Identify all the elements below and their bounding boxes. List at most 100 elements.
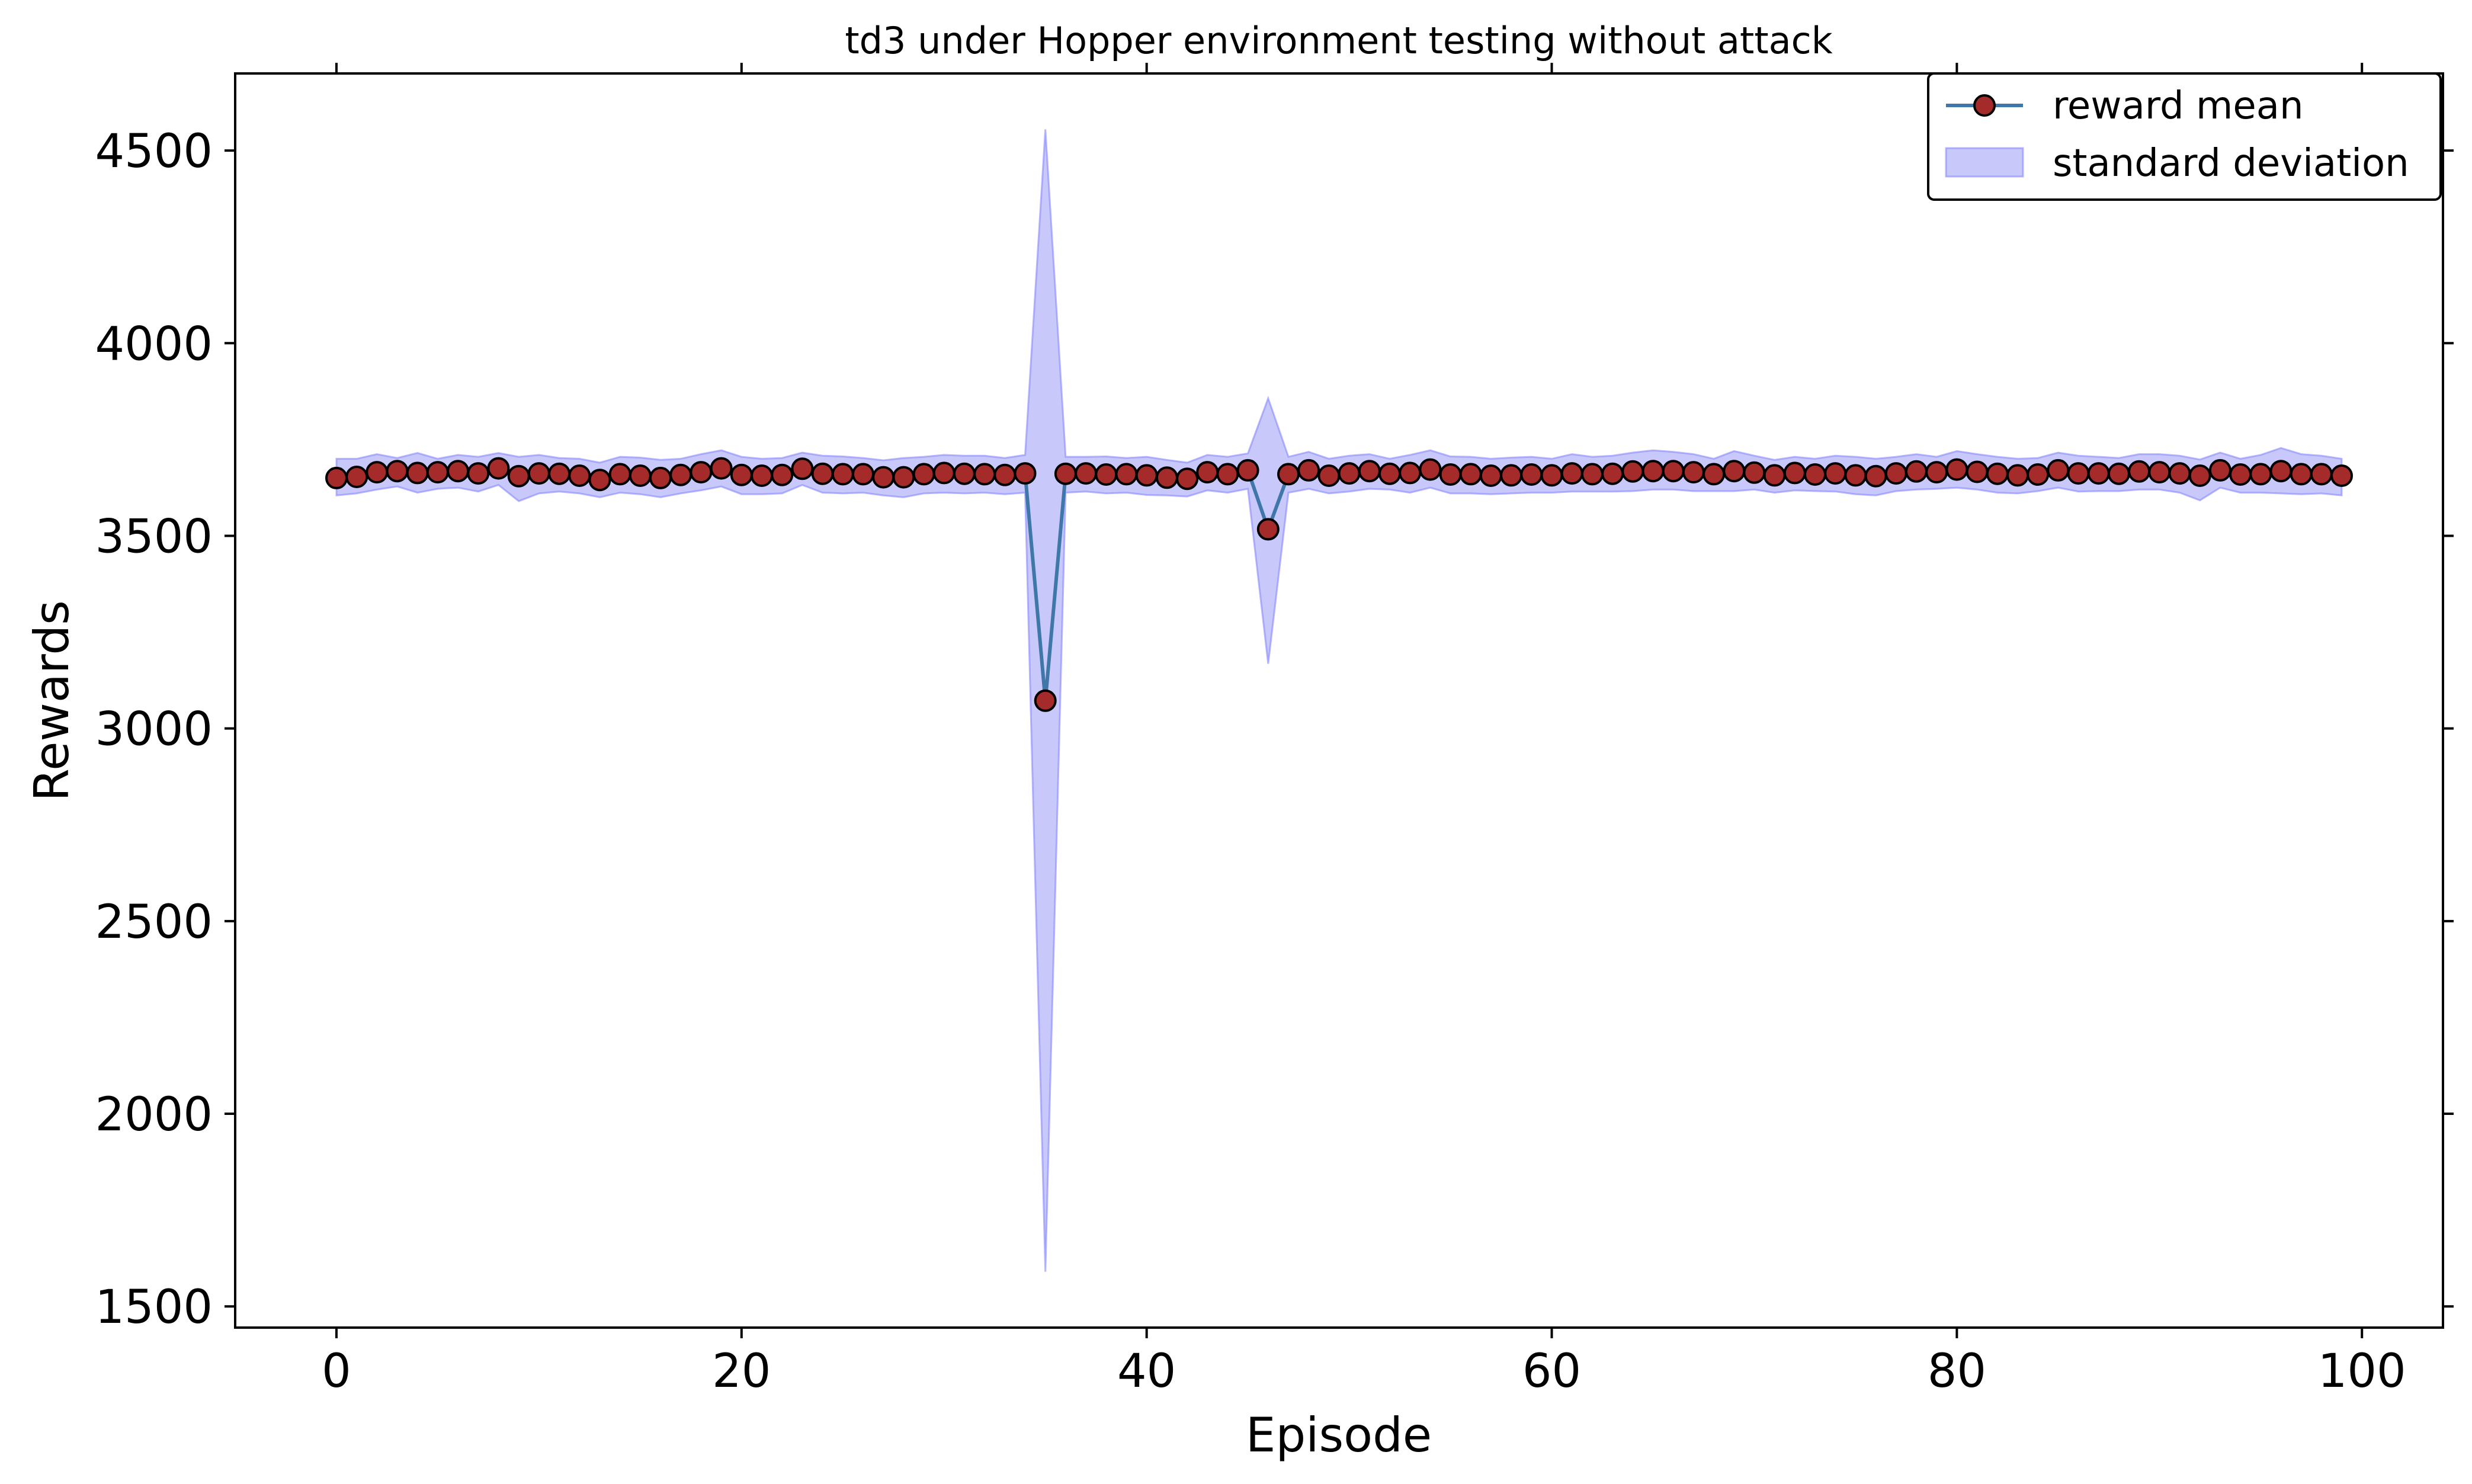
x-tick-label: 60 <box>1522 1345 1581 1398</box>
data-point <box>629 464 652 487</box>
data-point <box>1459 463 1482 486</box>
data-point <box>791 457 814 480</box>
x-tick-label: 0 <box>322 1345 351 1398</box>
data-point <box>953 462 976 485</box>
data-point <box>2067 462 2090 485</box>
data-point <box>1723 460 1746 483</box>
x-tick-label: 100 <box>2318 1345 2406 1398</box>
data-point <box>1783 461 1806 485</box>
x-axis-label: Episode <box>1246 1408 1432 1463</box>
data-point <box>1945 458 1968 481</box>
data-point <box>2269 460 2293 483</box>
data-point <box>2128 460 2151 483</box>
data-point <box>548 462 571 485</box>
data-point <box>2310 463 2333 486</box>
data-point <box>1236 459 1259 482</box>
legend-label-standard-deviation: standard deviation <box>2053 142 2409 185</box>
x-tick-label: 80 <box>1928 1345 1986 1398</box>
data-point <box>1095 463 1118 486</box>
data-point <box>608 463 631 486</box>
data-point <box>1338 462 1361 485</box>
data-point <box>1256 518 1280 541</box>
data-point <box>649 466 672 489</box>
data-point <box>2330 464 2353 487</box>
data-point <box>588 469 611 492</box>
data-point <box>771 463 794 486</box>
data-point <box>1419 458 1442 481</box>
data-point <box>568 464 591 487</box>
data-point <box>912 463 935 486</box>
legend-box <box>1927 72 2442 201</box>
y-tick-label: 3500 <box>95 510 213 563</box>
data-point <box>447 460 470 483</box>
data-point <box>1884 462 1907 485</box>
data-point <box>2107 462 2130 485</box>
y-tick-label: 2500 <box>95 896 213 949</box>
data-point <box>1864 464 1887 488</box>
data-point <box>1763 464 1786 487</box>
data-point <box>1115 463 1138 486</box>
marker-layer <box>325 457 2353 712</box>
data-point <box>1135 464 1158 487</box>
data-point <box>406 461 429 485</box>
data-point <box>426 461 449 484</box>
y-tick-label: 4500 <box>95 125 213 178</box>
data-point <box>527 462 550 485</box>
data-point <box>2229 463 2252 486</box>
data-point <box>1358 460 1381 483</box>
data-point <box>2027 463 2050 486</box>
y-axis-label: Rewards <box>24 600 79 802</box>
data-point <box>2290 463 2313 486</box>
std-band <box>335 129 2343 1272</box>
data-point <box>831 463 854 486</box>
legend-band-swatch <box>1945 147 2024 178</box>
data-point <box>1580 463 1604 486</box>
data-point <box>2249 463 2272 486</box>
data-point <box>751 464 773 487</box>
data-point <box>1277 463 1300 486</box>
data-point <box>1682 461 1705 484</box>
data-point <box>1155 466 1178 489</box>
data-point <box>1399 461 1422 485</box>
data-point <box>507 464 530 488</box>
data-point <box>1075 462 1098 485</box>
data-point <box>1804 463 1826 486</box>
x-tick-label: 20 <box>712 1345 771 1398</box>
data-point <box>2208 459 2231 482</box>
data-point <box>669 463 692 486</box>
chart-title: td3 under Hopper environment testing wit… <box>845 19 1832 62</box>
data-point <box>1317 464 1341 487</box>
y-tick-label: 2000 <box>95 1088 213 1142</box>
data-point <box>710 457 733 480</box>
data-point <box>386 460 409 483</box>
data-point <box>1520 463 1543 486</box>
data-point <box>1986 462 2009 485</box>
data-point <box>1216 463 1239 486</box>
legend-marker-swatch <box>1973 94 1996 117</box>
data-point <box>1560 462 1583 485</box>
data-point <box>325 466 348 489</box>
data-point <box>993 463 1017 486</box>
y-tick-label: 1500 <box>95 1281 213 1334</box>
x-axis-ticks: 0 20 40 60 80 100 <box>322 63 2406 1398</box>
data-point <box>730 463 753 486</box>
data-point <box>1176 467 1199 491</box>
legend-label-reward-mean: reward mean <box>2053 84 2304 128</box>
data-point <box>1297 459 1320 482</box>
data-point <box>892 466 915 489</box>
data-point <box>2148 461 2171 484</box>
data-point <box>1966 460 1989 483</box>
data-point <box>1905 460 1928 483</box>
data-point <box>1479 464 1502 487</box>
y-tick-label: 3000 <box>95 703 213 757</box>
data-point <box>1054 462 1077 485</box>
data-point <box>1500 464 1523 487</box>
y-axis-ticks: 1500 2000 2500 3000 3500 4000 4500 <box>95 125 2454 1334</box>
data-point <box>1743 461 1766 484</box>
data-point <box>1702 463 1726 486</box>
legend: reward mean standard deviation <box>1927 72 2442 201</box>
data-point <box>1824 462 1847 485</box>
y-tick-label: 4000 <box>95 318 213 371</box>
